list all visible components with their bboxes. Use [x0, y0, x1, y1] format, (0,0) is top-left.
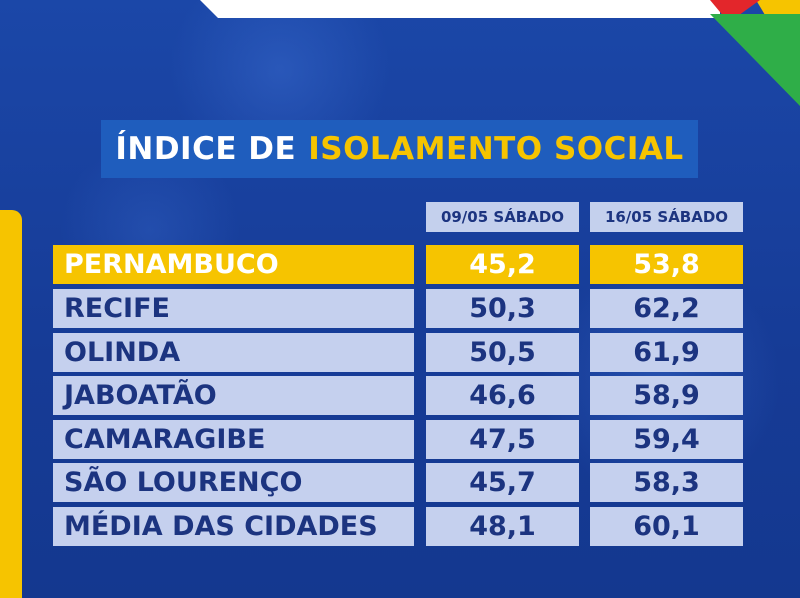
- table-row-camaragibe: CAMARAGIBE 47,5 59,4: [0, 420, 800, 459]
- row-value-2: 59,4: [590, 420, 743, 459]
- row-value-2: 62,2: [590, 289, 743, 328]
- table-row-olinda: OLINDA 50,5 61,9: [0, 333, 800, 372]
- row-name: PERNAMBUCO: [53, 245, 414, 284]
- row-value-1: 50,5: [426, 333, 579, 372]
- top-white-stripe: [200, 0, 720, 18]
- row-value-1: 45,7: [426, 463, 579, 502]
- row-name: RECIFE: [53, 289, 414, 328]
- left-yellow-bar: [0, 210, 22, 598]
- row-name: OLINDA: [53, 333, 414, 372]
- row-value-2: 61,9: [590, 333, 743, 372]
- table-row-pernambuco: PERNAMBUCO 45,2 53,8: [0, 245, 800, 284]
- row-value-1: 48,1: [426, 507, 579, 546]
- row-name: CAMARAGIBE: [53, 420, 414, 459]
- column-header-1: 09/05 SÁBADO: [426, 202, 579, 232]
- row-value-2: 53,8: [590, 245, 743, 284]
- table-row-sao-lourenco: SÃO LOURENÇO 45,7 58,3: [0, 463, 800, 502]
- table-row-media-das-cidades: MÉDIA DAS CIDADES 48,1 60,1: [0, 507, 800, 546]
- title-part-1: ÍNDICE DE: [115, 131, 297, 167]
- row-value-1: 45,2: [426, 245, 579, 284]
- row-value-1: 46,6: [426, 376, 579, 415]
- row-value-2: 58,9: [590, 376, 743, 415]
- row-name: MÉDIA DAS CIDADES: [53, 507, 414, 546]
- table-row-recife: RECIFE 50,3 62,2: [0, 289, 800, 328]
- page-title: ÍNDICE DE ISOLAMENTO SOCIAL: [101, 120, 698, 178]
- row-name: JABOATÃO: [53, 376, 414, 415]
- row-value-2: 60,1: [590, 507, 743, 546]
- title-part-2: ISOLAMENTO SOCIAL: [308, 131, 684, 167]
- row-value-1: 47,5: [426, 420, 579, 459]
- table-row-jaboatao: JABOATÃO 46,6 58,9: [0, 376, 800, 415]
- column-header-2: 16/05 SÁBADO: [590, 202, 743, 232]
- row-name: SÃO LOURENÇO: [53, 463, 414, 502]
- row-value-2: 58,3: [590, 463, 743, 502]
- row-value-1: 50,3: [426, 289, 579, 328]
